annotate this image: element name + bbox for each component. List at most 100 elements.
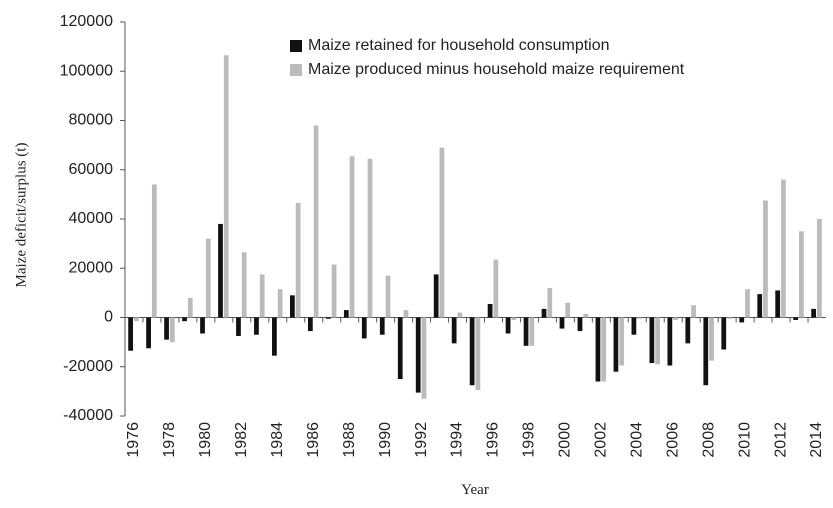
legend-label: Maize produced minus household maize req…	[308, 61, 685, 78]
bar	[385, 275, 391, 318]
bar	[379, 317, 385, 335]
bar	[673, 317, 678, 320]
bar	[487, 303, 493, 318]
x-tick-label: 1976	[125, 422, 142, 458]
x-tick-label: 2004	[628, 422, 645, 458]
bar	[709, 317, 714, 361]
x-tick-label: 2014	[808, 422, 825, 458]
bar	[223, 55, 229, 318]
bar	[403, 310, 409, 318]
x-tick-label: 1980	[197, 422, 214, 458]
bar	[439, 147, 445, 318]
y-tick-label: 20000	[69, 259, 114, 276]
bar	[151, 184, 157, 318]
y-tick-label: 40000	[69, 210, 114, 227]
y-axis-label: Maize deficit/surplus (t)	[13, 143, 29, 288]
bar	[277, 289, 283, 318]
x-tick-label: 1998	[521, 422, 538, 458]
bar	[505, 317, 511, 334]
bar	[475, 317, 481, 391]
bar	[236, 317, 241, 336]
bar	[637, 317, 643, 319]
bar	[343, 310, 349, 318]
bar	[601, 317, 607, 382]
bar	[133, 317, 139, 322]
bar	[691, 305, 696, 318]
x-tick-label: 1984	[269, 422, 286, 458]
bar	[559, 317, 565, 329]
bar	[397, 317, 403, 380]
x-tick-label: 1990	[377, 422, 394, 458]
x-tick-label: 1996	[485, 422, 502, 458]
legend-label: Maize retained for household consumption	[308, 37, 610, 54]
bar	[361, 317, 367, 339]
bar	[146, 317, 151, 349]
bar	[781, 179, 786, 318]
bar	[745, 289, 750, 318]
bar	[433, 274, 439, 318]
bar	[727, 317, 732, 319]
y-tick-label: 60000	[69, 161, 114, 178]
bar	[421, 317, 427, 399]
bar	[577, 317, 583, 332]
bar	[182, 317, 187, 322]
bar	[254, 317, 259, 335]
bar	[793, 317, 799, 320]
x-tick-label: 1978	[161, 422, 178, 458]
bar	[721, 317, 727, 350]
bar	[218, 223, 223, 318]
bar	[763, 200, 768, 318]
bar	[775, 290, 781, 318]
bar	[325, 317, 331, 319]
bar	[703, 317, 709, 386]
bar	[259, 274, 265, 318]
bar	[523, 317, 529, 346]
legend-swatch	[290, 64, 302, 76]
bar	[272, 317, 277, 356]
bar	[367, 158, 373, 318]
bar	[565, 302, 571, 318]
bar	[187, 297, 193, 318]
bar	[164, 317, 169, 340]
bar	[241, 252, 247, 318]
bar	[739, 317, 745, 323]
bar	[205, 238, 211, 318]
bar	[655, 317, 660, 365]
bar	[169, 317, 175, 343]
bar	[619, 317, 625, 366]
x-tick-label: 2000	[557, 422, 574, 458]
x-tick-label: 2002	[593, 422, 610, 458]
x-axis-label: Year	[461, 482, 489, 498]
x-tick-label: 1992	[413, 422, 430, 458]
y-tick-label: -20000	[63, 358, 113, 375]
x-tick-label: 2012	[772, 422, 789, 458]
x-tick-label: 2010	[736, 422, 753, 458]
bar	[200, 317, 205, 334]
bar	[313, 125, 319, 318]
bar	[799, 231, 804, 318]
bar	[511, 317, 517, 320]
bar	[331, 264, 337, 318]
bar	[817, 219, 822, 318]
x-tick-label: 2008	[700, 422, 717, 458]
bar	[757, 294, 763, 318]
bar	[493, 259, 499, 318]
bar	[307, 317, 313, 332]
bar	[451, 317, 457, 344]
bar	[541, 308, 547, 318]
bar	[667, 317, 673, 366]
y-tick-label: 120000	[60, 13, 113, 30]
bar	[595, 317, 601, 382]
bar	[811, 308, 817, 318]
bar	[415, 317, 421, 393]
x-tick-label: 1982	[233, 422, 250, 458]
bar	[631, 317, 637, 335]
bar	[529, 317, 535, 346]
bar	[547, 287, 553, 318]
x-tick-label: 1988	[341, 422, 358, 458]
bar	[349, 156, 355, 318]
legend-swatch	[290, 40, 302, 52]
x-tick-label: 2006	[664, 422, 681, 458]
